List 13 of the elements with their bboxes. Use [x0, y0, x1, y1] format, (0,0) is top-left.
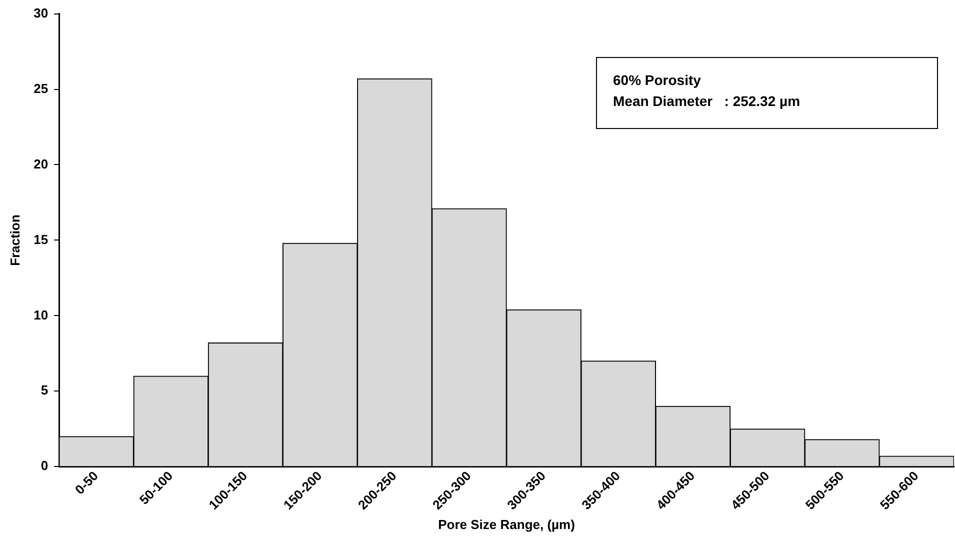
note-box: 60% Porosity Mean Diameter : 252.32 µm: [596, 57, 938, 129]
y-tick-label: 5: [40, 382, 48, 398]
y-tick-label: 15: [34, 232, 48, 247]
y-tick-label: 0: [40, 458, 48, 474]
y-tick-label: 20: [34, 156, 48, 172]
y-axis-title: Fraction: [7, 214, 22, 266]
y-tick-label: 25: [34, 80, 48, 96]
annotation: Mean Diameter : 252.32 µm: [613, 92, 802, 111]
x-tick-label: 0-50: [72, 468, 101, 498]
annotation: 60% Porosity: [613, 71, 702, 90]
y-tick-label: 30: [34, 5, 48, 20]
y-tick-label: 10: [34, 307, 48, 322]
x-axis-title: Pore Size Range, (µm): [438, 516, 575, 532]
